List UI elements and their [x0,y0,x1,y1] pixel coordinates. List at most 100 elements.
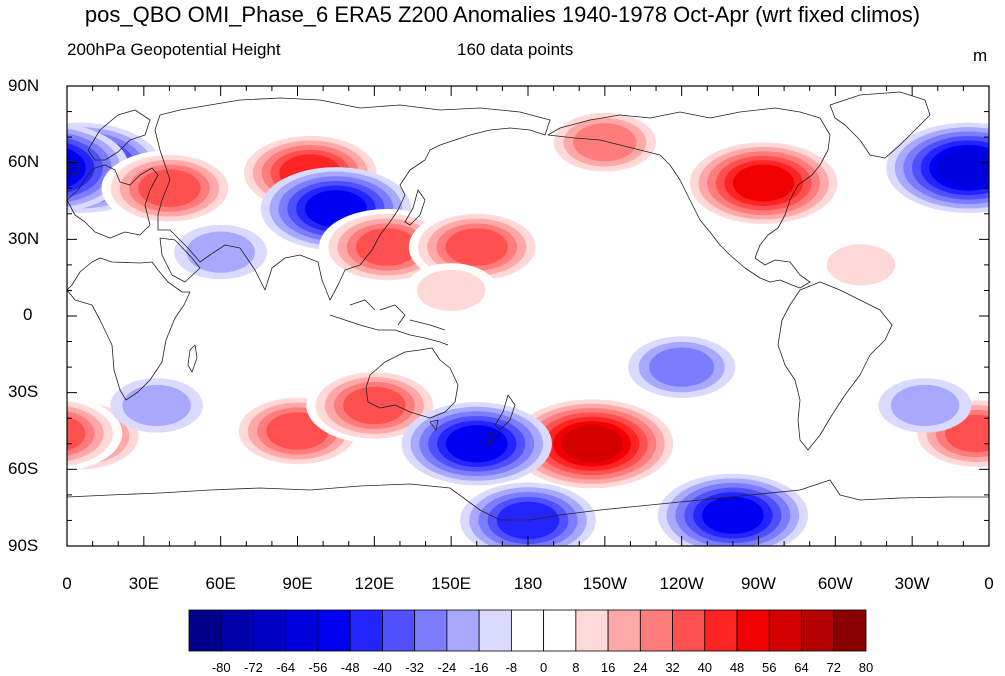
lat-label-eq: 0 [23,305,33,324]
coastline-british-isles [67,159,81,176]
colorbar-label: -56 [308,660,328,675]
colorbar-label: 48 [729,660,745,675]
anomaly-contour [138,169,201,208]
lon-label: 60W [817,574,853,593]
colorbar-label: -40 [373,660,392,675]
coastline-indonesia [329,299,449,346]
colorbar-label: -32 [405,660,425,675]
lat-label-60s: 60S [8,459,39,478]
colorbar-label: -80 [211,660,231,675]
colorbar-label: -64 [276,660,296,675]
anomaly-contour [732,164,795,202]
colorbar-label: 8 [572,660,580,675]
left-subtitle: 200hPa Geopotential Height [67,40,281,59]
coastline-australia [365,347,459,419]
colorbar-swatch [801,609,835,652]
anomaly-contour [496,501,560,540]
lat-label-90s: 90S [8,536,39,555]
anomaly-contour [67,416,86,451]
anomaly-contour [416,269,486,312]
coastline-madagascar [187,344,198,373]
coastline-antarctica [67,479,989,521]
colorbar-swatch [349,609,383,652]
lat-label-90n: 90N [8,76,40,95]
lon-label: 150W [582,574,628,593]
colorbar-swatch [188,609,222,652]
lat-label-60n: 60N [8,152,40,171]
lon-label: 30E [128,574,159,593]
lon-label: 0 [984,574,994,593]
colorbar-label: 16 [600,660,616,675]
colorbar-swatch [446,609,480,652]
anomaly-contour [0,385,37,426]
colorbar-label: 32 [665,660,680,675]
lon-label: 120E [354,574,395,593]
lon-label: 90E [282,574,313,593]
map-title: pos_QBO OMI_Phase_6 ERA5 Z200 Anomalies … [84,2,921,27]
colorbar-swatch [285,609,319,652]
colorbar-label: 64 [794,660,809,675]
colorbar-swatch [768,609,802,652]
colorbar-label: -8 [505,660,518,675]
colorbar-label: -16 [469,660,489,675]
coastline-europe [67,164,159,239]
anomaly-contour [0,378,49,432]
coastline-arabia [159,237,201,283]
colorbar-swatch [672,609,706,652]
lon-label: 60E [205,574,236,593]
colorbar-swatch [317,609,351,652]
anomaly-contour [937,149,989,187]
anomaly-contour [561,425,623,463]
coastline-new-zealand [487,394,516,446]
colorbar-swatch [704,609,738,652]
anomaly-contour [445,425,508,463]
colorbar-swatch [414,609,448,652]
colorbar-swatch [736,609,770,652]
colorbar-label: 56 [762,660,777,675]
colorbar-swatch [382,609,416,652]
coastline-south-america [777,281,893,451]
anomaly-contour [122,384,191,427]
anomaly-contour [355,228,419,266]
colorbar-label: -72 [244,660,263,675]
lon-label: 120W [659,574,704,593]
lon-label: 180 [513,574,543,593]
lat-label-30n: 30N [8,229,40,248]
coastline-north-america [547,107,831,289]
lon-label: 90W [741,574,776,593]
colorbar-label: 0 [539,660,548,675]
lon-label: 0 [62,574,72,593]
anomaly-contour [890,384,960,427]
colorbar-label: 40 [697,660,713,675]
colorbar-swatch [478,609,512,652]
center-subtitle: 160 data points [457,40,574,59]
coastline-japan [404,189,426,226]
anomaly-contour [702,496,764,534]
lat-label-30s: 30S [8,382,39,401]
coastline-africa [67,257,191,401]
anomaly-contour [186,231,255,273]
anomaly-contour [573,123,637,162]
colorbar-swatch [607,609,641,652]
coastline-scandinavia [87,109,151,161]
coastline-asia [154,97,551,301]
colorbar-swatch [833,609,867,652]
coastline-tasmania [429,419,439,431]
colorbar-label: 24 [633,660,648,675]
colorbar-label: -24 [437,660,457,675]
colorbar-swatch [575,609,609,652]
colorbar-label: 80 [858,660,874,675]
lon-label: 30W [894,574,930,593]
colorbar-label: -48 [340,660,360,675]
anomaly-contour [826,244,896,286]
colorbar-label: 72 [826,660,841,675]
anomaly-contour [649,347,715,387]
colorbar-swatch [543,609,577,652]
colorbar-swatch [639,609,673,652]
colorbar-swatch [220,609,254,652]
lon-label: 150E [431,574,471,593]
coastline-greenland [829,91,931,159]
colorbar-swatch [510,609,545,652]
anomaly-contour [445,228,508,266]
